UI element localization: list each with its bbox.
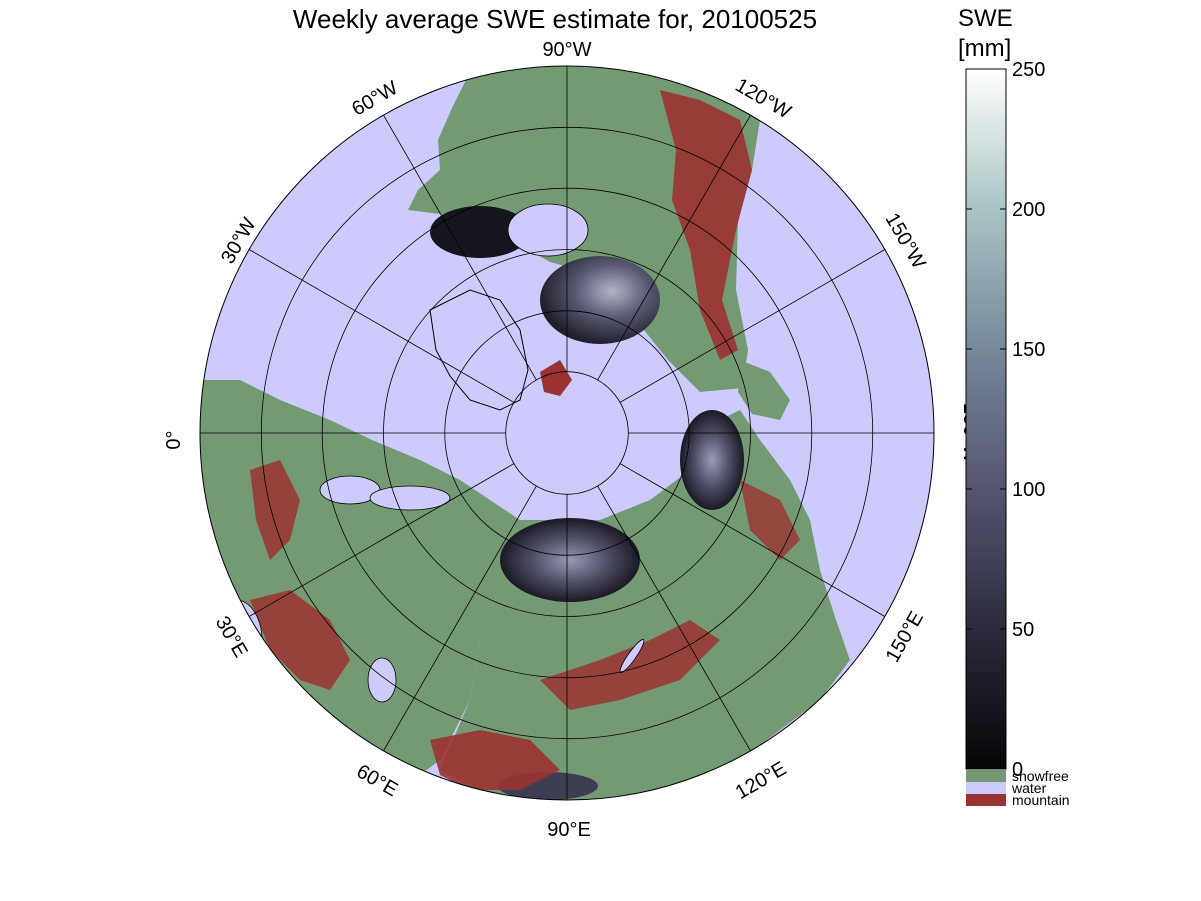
caspian-sea <box>367 657 397 703</box>
lon-label-90e: 90°E <box>547 819 591 841</box>
colorbar-category-label: water <box>1011 780 1047 796</box>
colorbar-tick-label: 100 <box>1012 479 1045 501</box>
meridian-line <box>383 485 537 752</box>
meridian-line <box>248 463 515 617</box>
land-greenland <box>429 289 529 411</box>
colorbar-title-line1: SWE <box>958 5 1013 32</box>
colorbar-tick-label: 0 <box>1012 759 1023 781</box>
meridian-line <box>619 463 886 617</box>
lon-label-150e: 150°E <box>882 608 928 666</box>
colorbar-title-line2: [mm] <box>958 35 1012 62</box>
snow-east-siberia <box>680 410 744 510</box>
lon-label-60e: 60°E <box>353 760 402 801</box>
colorbar-tick-label: 50 <box>1012 619 1034 641</box>
colorbar-category-label: snowfree <box>1012 768 1069 784</box>
colorbar-tick-label: 150 <box>1012 339 1045 361</box>
mountain-rockies <box>660 90 752 360</box>
meridian-line <box>597 114 751 381</box>
snow-siberia <box>500 518 640 602</box>
meridian-line <box>619 249 886 403</box>
lon-label-30e: 30°E <box>211 613 252 662</box>
colorbar-category-swatch <box>966 794 1006 806</box>
colorbar-title: SWE [mm] <box>958 4 1013 64</box>
meridian-line <box>597 485 751 752</box>
lake-baikal <box>619 639 645 673</box>
colorbar-gradient <box>965 68 1007 770</box>
mountain-greenland-coast <box>540 360 572 396</box>
mountain-far-east <box>740 480 800 560</box>
colorbar-category-swatch <box>966 782 1006 794</box>
colorbar-category-label: mountain <box>1012 792 1070 808</box>
white-sea <box>369 485 451 511</box>
lon-label-120e: 120°E <box>732 758 790 804</box>
lon-label-0: 0° <box>163 430 185 449</box>
land-alaska <box>738 360 790 420</box>
graticule <box>200 66 934 800</box>
map-title: Weekly average SWE estimate for, 2010052… <box>292 4 818 34</box>
mountain-scandinavia <box>250 460 300 560</box>
snow-canadian-archipelago <box>540 256 660 344</box>
mountain-central-asia <box>430 730 560 790</box>
map-border <box>199 65 935 801</box>
hudson-bay <box>507 203 589 257</box>
meridian-line <box>248 249 515 403</box>
meridian-line <box>383 114 537 381</box>
colorbar-tick-label: 200 <box>1012 199 1045 221</box>
snow-hudson-west <box>430 206 530 258</box>
mountain-alps <box>250 590 350 690</box>
colorbar-ticks: 0 50 100 150 200 250 <box>966 59 1045 781</box>
colorbar-tick-label: 250 <box>1012 59 1045 81</box>
colorbar-category-swatch <box>966 770 1006 782</box>
map-body <box>200 66 934 800</box>
lon-label-90w: 90°W <box>542 39 591 61</box>
